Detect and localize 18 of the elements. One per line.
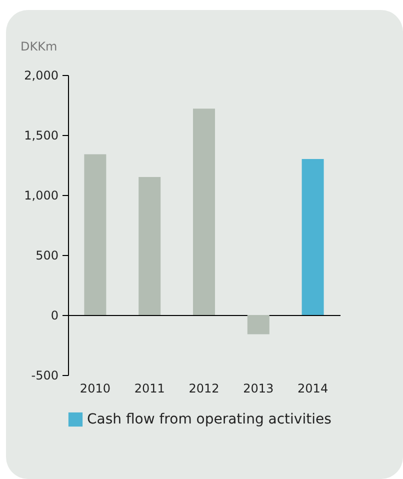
- y-tick-label: 1,500: [24, 128, 58, 142]
- x-tick-label: 2014: [298, 382, 328, 396]
- x-tick-label: 2011: [134, 382, 165, 396]
- y-tick-label: 500: [36, 248, 58, 262]
- bar: [84, 154, 106, 315]
- y-tick-label: 1,000: [24, 188, 58, 202]
- y-tick-label: 2,000: [24, 68, 58, 82]
- bar: [138, 177, 161, 315]
- y-tick-label: -500: [31, 368, 58, 382]
- legend-label: Cash flow from operating activities: [87, 412, 332, 428]
- bar: [247, 315, 270, 334]
- x-tick-label: 2013: [243, 382, 274, 396]
- x-tick-label: 2012: [188, 382, 220, 396]
- y-tick-label: 0: [50, 308, 58, 322]
- bar: [302, 159, 324, 315]
- x-tick-label: 2010: [80, 382, 110, 396]
- y-axis-title: DKKm: [20, 40, 58, 54]
- bar: [193, 108, 215, 315]
